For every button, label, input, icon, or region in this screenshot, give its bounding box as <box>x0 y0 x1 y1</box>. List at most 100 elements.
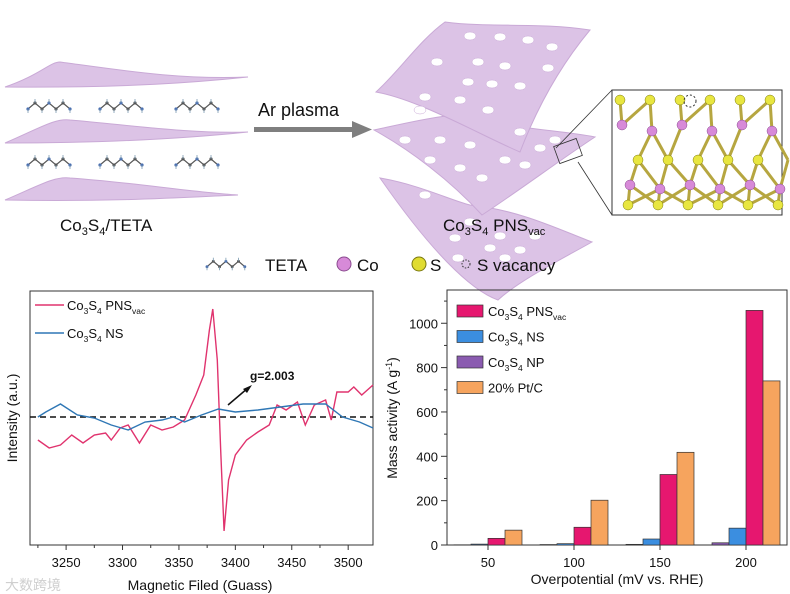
co-atom <box>774 183 786 195</box>
bond <box>696 130 714 161</box>
legend-label: Co3S4 NP <box>488 355 544 373</box>
bond <box>741 98 771 127</box>
x-tick-label: 3350 <box>164 555 193 570</box>
ylabel-close: ) <box>384 357 400 362</box>
formula-part: NP <box>523 355 545 370</box>
pore <box>418 92 432 102</box>
epr-plot-frame <box>29 290 374 546</box>
formula-part: 3 <box>82 226 88 238</box>
arrow-label: Ar plasma <box>258 100 340 120</box>
formula-part: S <box>88 326 97 341</box>
co-atom <box>706 125 718 137</box>
s-atom <box>704 94 716 106</box>
co-atom <box>744 179 756 191</box>
formula-part: 3 <box>84 306 89 316</box>
pore <box>463 31 477 41</box>
formula-part: /TETA <box>105 216 153 235</box>
legend-vacancy-label: S vacancy <box>477 256 556 275</box>
plasma-arrow: Ar plasma <box>254 100 372 138</box>
co-atom <box>624 179 636 191</box>
x-tick-label: 200 <box>735 555 757 570</box>
inset-frame <box>611 89 783 216</box>
bond <box>749 183 779 207</box>
s-atom <box>652 199 664 211</box>
legend-teta-label: TETA <box>265 256 308 275</box>
co3s4-teta-label: Co3S4/TETA <box>60 216 153 238</box>
bar-x-axis-label: Overpotential (mV vs. RHE) <box>531 571 704 587</box>
pore <box>513 245 527 255</box>
bond <box>621 98 651 127</box>
sheet <box>4 119 249 144</box>
bond <box>689 183 719 207</box>
s-atom <box>614 94 626 106</box>
formula-part: 3 <box>505 363 510 373</box>
formula-part: S <box>509 304 518 319</box>
formula-part: 3 <box>465 226 471 238</box>
ylabel-main: Mass activity (A g <box>384 370 400 479</box>
formula-part: 4 <box>482 226 488 238</box>
formula-part: 4 <box>99 226 105 238</box>
bar-50-series-0 <box>487 537 506 546</box>
bond <box>687 187 721 207</box>
co3s4-pnsvac-label: Co3S4 PNSvac <box>443 216 546 238</box>
pore <box>463 217 477 227</box>
formula-part: vac <box>528 226 546 238</box>
s-atom <box>674 94 686 106</box>
bond <box>719 187 749 207</box>
epr-x-axis-label: Magnetic Filed (Guass) <box>128 577 273 593</box>
legend-swatch <box>456 304 484 318</box>
schematic-legend: TETA Co S S vacancy <box>205 256 556 275</box>
bar-100-series-0 <box>573 526 592 546</box>
s-atom <box>772 199 784 211</box>
x-tick-label: 3400 <box>221 555 250 570</box>
bond <box>726 124 744 161</box>
pore <box>485 79 499 89</box>
formula-part: 4 <box>97 306 102 316</box>
bar-50-series-3 <box>504 529 523 546</box>
s-atom <box>734 94 746 106</box>
bar-150-series-2 <box>625 543 644 546</box>
pore <box>461 77 475 87</box>
formula-part: 4 <box>518 338 523 348</box>
ylabel-exp: -1 <box>384 362 394 370</box>
formula-part: 4 <box>518 363 523 373</box>
teta-molecule-icon <box>205 257 247 271</box>
formula-part: 3 <box>505 338 510 348</box>
bond <box>657 183 691 207</box>
formula-part: Co <box>488 330 505 345</box>
pore <box>433 135 447 145</box>
x-tick-label: 3300 <box>108 555 137 570</box>
formula-part: PNS <box>102 298 133 313</box>
bar-200-series-0 <box>745 310 764 546</box>
bond <box>696 159 722 190</box>
formula-part: S <box>88 216 99 235</box>
series-line-0 <box>37 308 374 532</box>
y-tick-label: 200 <box>416 494 438 509</box>
bar-y-axis-label: Mass activity (A g-1) <box>384 357 400 479</box>
formula-part: S <box>509 355 518 370</box>
legend-swatch <box>456 381 484 394</box>
pore <box>533 143 547 153</box>
formula-part: PNS <box>488 216 528 235</box>
bond <box>636 130 654 161</box>
legend-label: Co3S4 NS <box>488 330 545 348</box>
bond <box>756 159 782 190</box>
bond <box>717 183 751 207</box>
formula-part: S <box>509 330 518 345</box>
arrow-head <box>352 121 372 138</box>
formula-part: Co <box>488 355 505 370</box>
pore <box>448 233 462 243</box>
x-tick-label: 50 <box>481 555 495 570</box>
pore <box>463 140 477 150</box>
series-line-1 <box>37 403 374 431</box>
bar-150-series-1 <box>642 538 661 546</box>
pore <box>451 253 465 263</box>
pore <box>430 57 444 67</box>
bar-200-series-1 <box>728 527 747 546</box>
arrow-shaft <box>254 127 354 132</box>
formula-part: 4 <box>518 312 523 322</box>
s-atom <box>622 199 634 211</box>
s-atom <box>752 154 764 166</box>
sheet <box>4 177 239 201</box>
